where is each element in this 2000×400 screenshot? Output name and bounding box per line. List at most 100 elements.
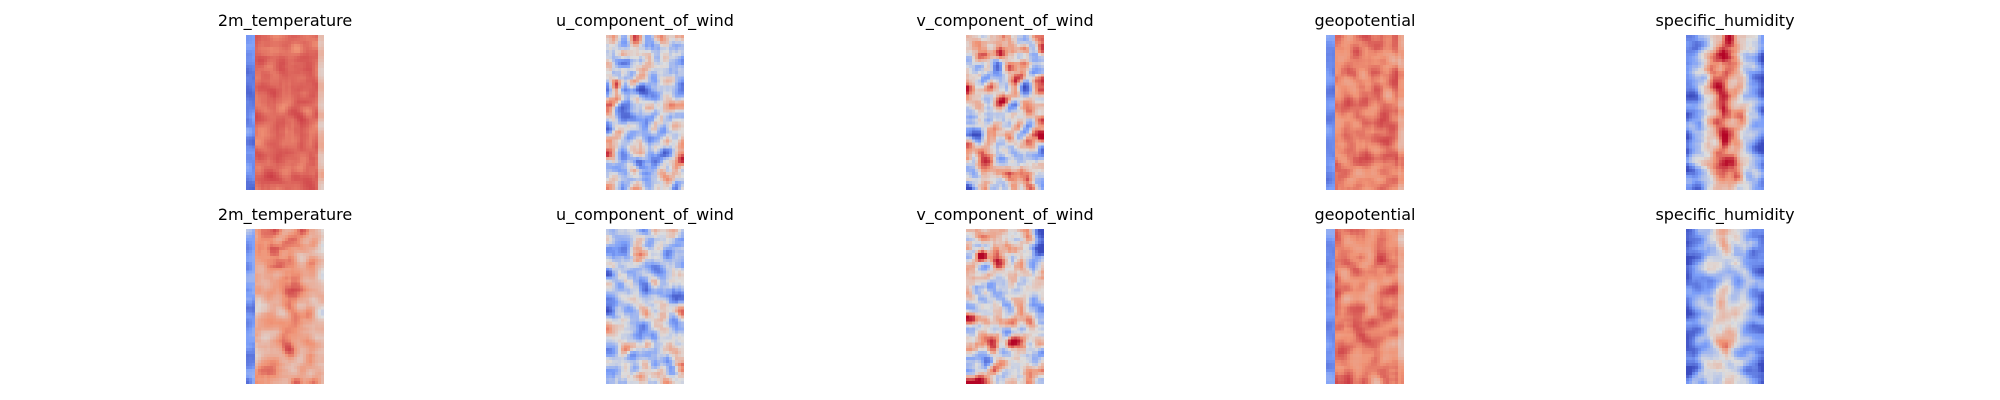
heatmap-cell — [1002, 121, 1006, 125]
heatmap-cell — [1041, 169, 1044, 173]
heatmap-cell — [645, 112, 649, 116]
heatmap-cell — [618, 46, 622, 51]
heatmap-cell — [273, 175, 277, 179]
heatmap-cell — [987, 136, 991, 140]
heatmap-cell — [1008, 163, 1012, 167]
heatmap-cell — [306, 178, 310, 182]
heatmap-cell — [1026, 139, 1030, 143]
heatmap-cell — [1032, 58, 1036, 62]
heatmap-cell — [990, 178, 994, 182]
heatmap-cell — [267, 154, 271, 158]
heatmap-cell — [312, 184, 316, 188]
heatmap-cell — [1389, 43, 1393, 48]
heatmap-cell — [651, 166, 655, 170]
heatmap-cell — [966, 121, 970, 125]
heatmap-cell — [633, 46, 637, 51]
heatmap-cell — [1374, 130, 1378, 134]
heatmap-cell — [972, 91, 976, 95]
heatmap-cell — [621, 136, 625, 140]
heatmap-cell — [297, 127, 301, 131]
heatmap-cell — [675, 130, 679, 134]
heatmap-cell — [624, 121, 628, 125]
heatmap-cell — [972, 133, 976, 137]
heatmap-cell — [645, 121, 649, 125]
heatmap-cell — [1389, 79, 1393, 83]
heatmap-cell — [1395, 94, 1399, 98]
heatmap-cell — [246, 97, 250, 101]
heatmap-cell — [669, 109, 673, 113]
heatmap-cell — [1014, 178, 1018, 182]
heatmap-cell — [1029, 55, 1033, 59]
heatmap-cell — [1020, 40, 1024, 45]
heatmap-cell — [666, 49, 670, 54]
heatmap-cell — [267, 64, 271, 68]
heatmap-cell — [318, 154, 322, 158]
heatmap-cell — [1371, 82, 1375, 86]
heatmap-cell — [1029, 130, 1033, 134]
heatmap-cell — [1389, 133, 1393, 137]
heatmap-cell — [267, 178, 271, 182]
heatmap-cell — [1398, 103, 1402, 107]
heatmap-cell — [291, 184, 295, 188]
heatmap-cell — [1344, 115, 1348, 119]
heatmap-cell — [1395, 67, 1399, 71]
heatmap-cell — [660, 142, 664, 146]
heatmap-cell — [1335, 49, 1339, 54]
heatmap-cell — [1347, 40, 1351, 45]
heatmap-cell — [282, 163, 286, 167]
heatmap-cell — [1395, 121, 1399, 125]
heatmap-cell — [1365, 115, 1369, 119]
heatmap-cell — [681, 52, 684, 57]
heatmap-cell — [630, 151, 634, 155]
heatmap-cell — [633, 136, 637, 140]
heatmap-cell — [303, 70, 307, 74]
heatmap-cell — [1383, 139, 1387, 143]
heatmap-cell — [678, 100, 682, 104]
heatmap-cell — [606, 43, 610, 48]
heatmap-cell — [1344, 139, 1348, 143]
heatmap-cell — [624, 94, 628, 98]
heatmap-cell — [300, 127, 304, 131]
heatmap-cell — [1371, 37, 1375, 42]
heatmap-cell — [1383, 40, 1387, 45]
heatmap-cell — [276, 100, 280, 104]
heatmap-cell — [618, 163, 622, 167]
heatmap-cell — [258, 127, 262, 131]
heatmap-cell — [1005, 88, 1009, 92]
heatmap-cell — [1377, 133, 1381, 137]
heatmap-cell — [279, 43, 283, 48]
heatmap-cell — [309, 46, 313, 51]
heatmap-cell — [321, 85, 324, 89]
heatmap-cell — [1386, 58, 1390, 62]
heatmap-cell — [1041, 88, 1044, 92]
heatmap-cell — [987, 124, 991, 128]
heatmap-cell — [276, 91, 280, 95]
heatmap-cell — [246, 124, 250, 128]
heatmap-cell — [978, 67, 982, 71]
heatmap-cell — [996, 88, 1000, 92]
heatmap-cell — [642, 70, 646, 74]
heatmap-cell — [321, 58, 324, 62]
heatmap-cell — [1344, 67, 1348, 71]
heatmap-cell — [1041, 157, 1044, 161]
heatmap-cell — [1011, 157, 1015, 161]
heatmap-cell — [648, 142, 652, 146]
heatmap-cell — [630, 163, 634, 167]
heatmap-cell — [261, 106, 265, 110]
heatmap-cell — [1341, 67, 1345, 71]
heatmap-cell — [1401, 112, 1404, 116]
heatmap-cell — [987, 184, 991, 188]
heatmap-cell — [1014, 151, 1018, 155]
heatmap-cell — [990, 112, 994, 116]
heatmap-cell — [1386, 35, 1390, 39]
heatmap-cell — [633, 154, 637, 158]
heatmap-cell — [666, 55, 670, 59]
heatmap-cell — [624, 40, 628, 45]
heatmap-cell — [279, 178, 283, 182]
heatmap-cell — [1038, 139, 1042, 143]
heatmap-cell — [651, 169, 655, 173]
heatmap-cell — [1038, 166, 1042, 170]
heatmap-cell — [678, 103, 682, 107]
heatmap-cell — [264, 151, 268, 155]
heatmap-cell — [981, 139, 985, 143]
